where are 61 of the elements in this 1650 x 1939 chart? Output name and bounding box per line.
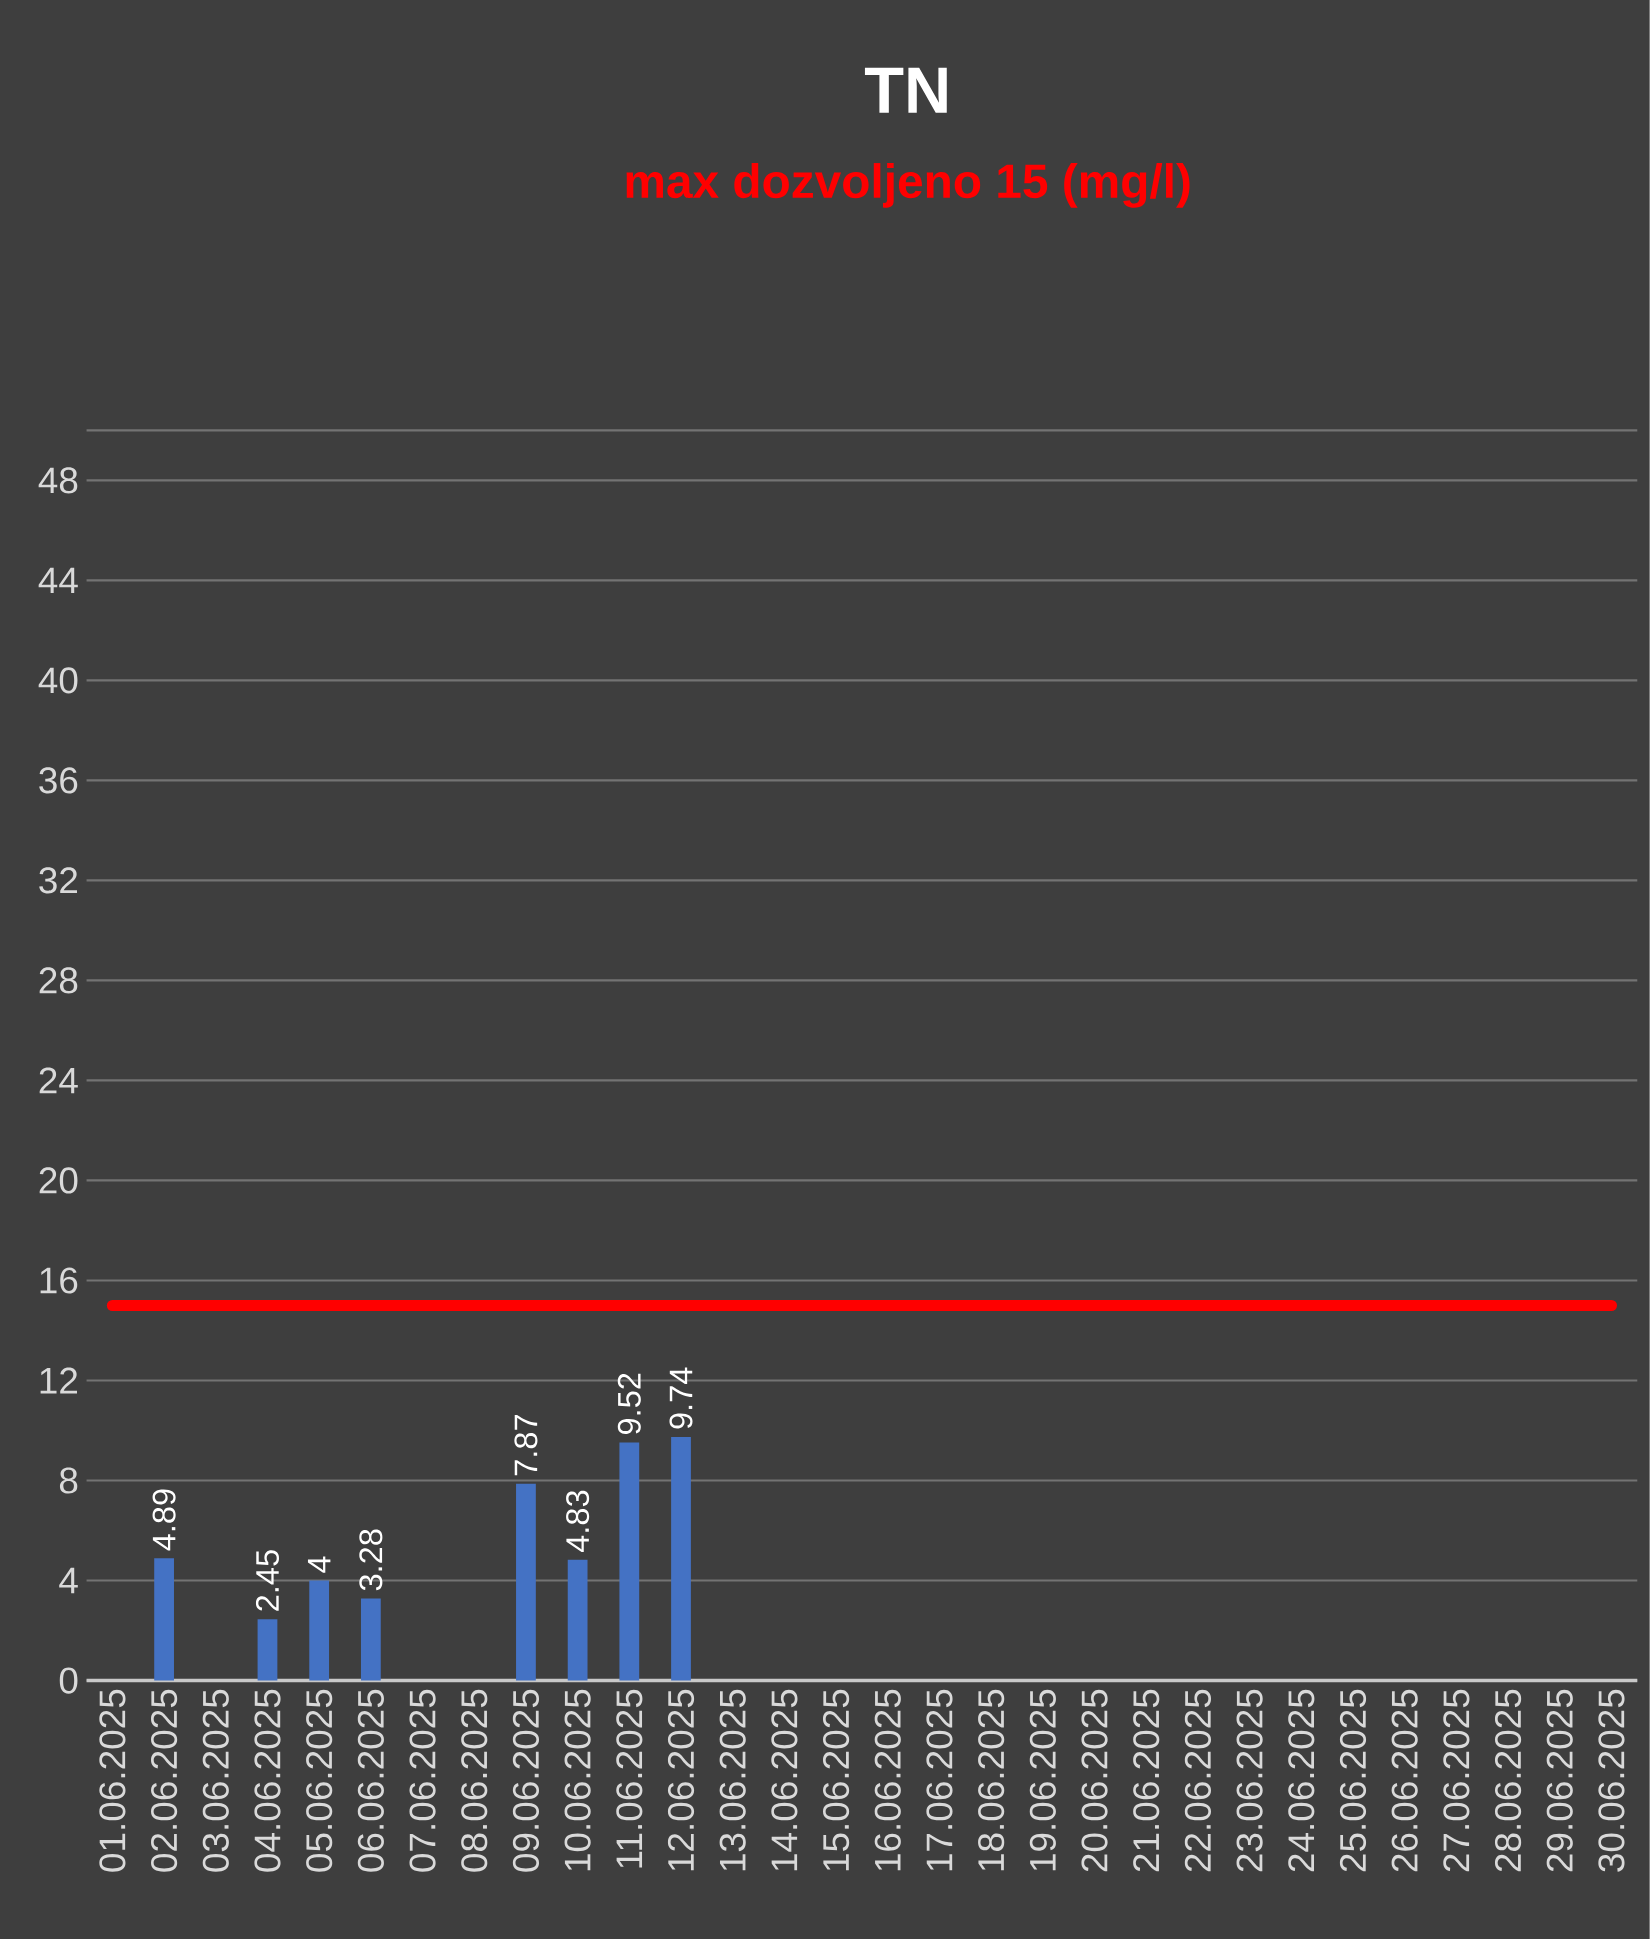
x-tick-label: 23.06.2025 [1236,1689,1263,1872]
data-label: 4.89 [152,1489,176,1551]
data-label: 9.52 [617,1373,642,1435]
x-tick-label: 02.06.2025 [151,1689,178,1872]
x-tick-label: 03.06.2025 [202,1689,230,1872]
bar [361,1598,381,1681]
x-tick-label: 15.06.2025 [823,1689,850,1871]
y-tick-label: 24 [39,1067,78,1094]
x-tick-label: 13.06.2025 [719,1689,746,1871]
x-tick-label: 12.06.2025 [668,1689,695,1871]
x-tick-label: 19.06.2025 [1029,1689,1057,1871]
bar [671,1437,692,1681]
chart-title: TN [865,67,947,113]
x-tick-label: 14.06.2025 [771,1689,798,1871]
x-tick-label: 27.06.2025 [1443,1689,1470,1872]
y-tick-label: 20 [39,1167,78,1194]
bar [257,1619,278,1681]
y-tick-label: 28 [39,967,78,994]
x-tick-label: 09.06.2025 [513,1689,540,1872]
bar [619,1442,640,1681]
y-tick-label: 40 [38,667,78,694]
x-tick-label: 07.06.2025 [409,1689,436,1872]
y-tick-label: 12 [40,1367,78,1394]
bar [567,1559,588,1681]
y-tick-label: 48 [38,467,78,494]
x-tick-label: 17.06.2025 [926,1689,953,1871]
y-tick-label: 4 [59,1567,78,1594]
data-label: 3.28 [359,1529,383,1591]
bar [309,1580,330,1681]
data-label: 4 [308,1556,331,1573]
y-tick-label: 8 [60,1467,78,1494]
x-tick-label: 18.06.2025 [978,1689,1005,1871]
y-tick-label: 36 [39,767,78,794]
x-tick-label: 25.06.2025 [1340,1689,1367,1872]
chart-subtitle: max dozvoljeno 15 (mg/l) [626,163,1190,208]
data-label: 4.83 [566,1490,590,1553]
x-tick-label: 11.06.2025 [616,1689,643,1868]
x-tick-label: 21.06.2025 [1133,1689,1160,1872]
x-tick-label: 04.06.2025 [254,1689,281,1872]
x-tick-label: 29.06.2025 [1546,1689,1574,1872]
x-tick-label: 05.06.2025 [306,1689,333,1872]
x-tick-label: 20.06.2025 [1081,1689,1108,1872]
data-label: 2.45 [256,1550,280,1611]
data-label: 7.87 [514,1415,538,1476]
y-tick-label: 0 [59,1667,78,1694]
x-tick-label: 10.06.2025 [564,1689,591,1871]
data-label: 9.74 [669,1367,693,1429]
y-tick-label: 16 [40,1267,78,1294]
x-tick-label: 01.06.2025 [99,1689,126,1872]
x-tick-label: 22.06.2025 [1185,1689,1212,1872]
x-tick-label: 16.06.2025 [874,1689,902,1871]
x-tick-label: 28.06.2025 [1495,1689,1522,1872]
x-tick-label: 06.06.2025 [357,1689,385,1872]
x-tick-label: 26.06.2025 [1391,1689,1418,1872]
bar [516,1483,537,1681]
bar [154,1558,175,1681]
x-tick-label: 08.06.2025 [461,1689,488,1872]
y-tick-label: 32 [39,867,78,894]
x-tick-label: 30.06.2025 [1598,1689,1625,1872]
x-tick-label: 24.06.2025 [1288,1689,1315,1872]
y-tick-label: 44 [38,567,78,594]
